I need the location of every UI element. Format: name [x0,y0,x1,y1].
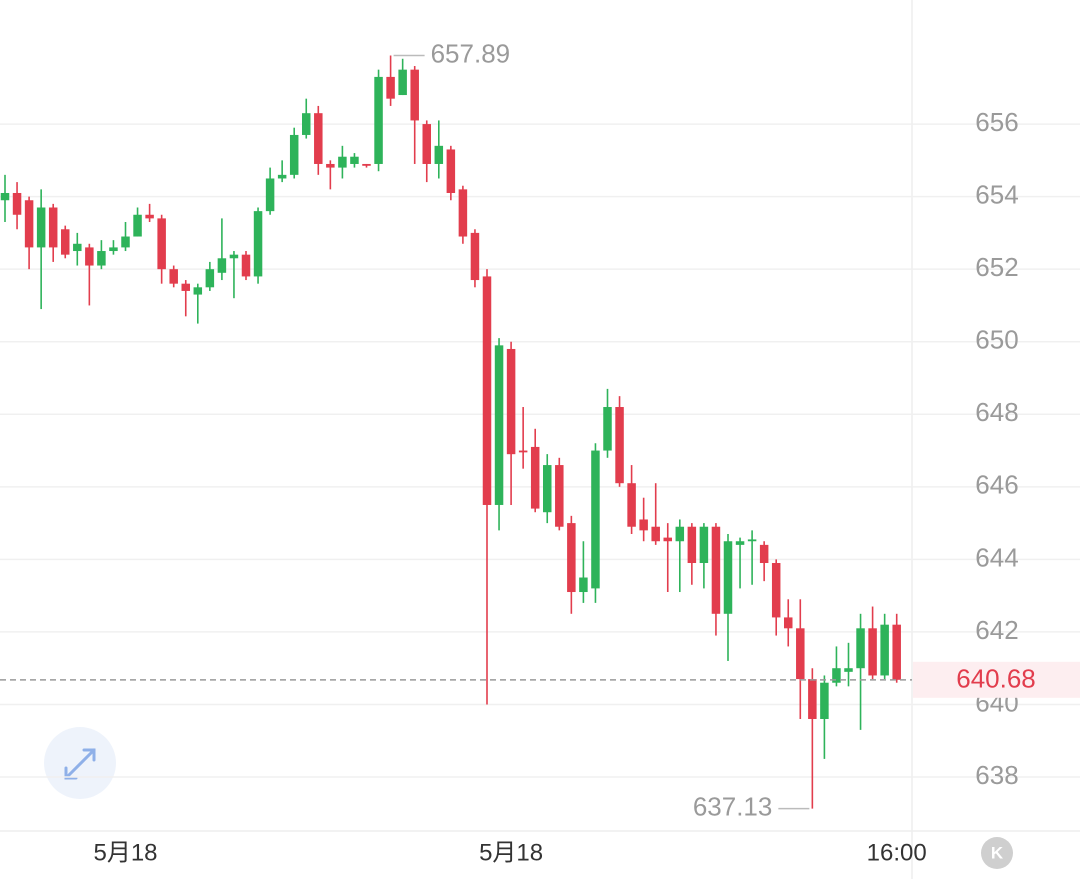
candle-body [422,124,431,164]
candle-body [796,628,805,680]
candle-body [121,236,130,248]
candle-body [374,76,383,164]
y-tick-label: 646 [975,470,1018,500]
y-tick-label: 650 [975,325,1018,355]
high-label: 657.89 [431,38,511,68]
candle-body [784,617,793,629]
candle-body [350,156,359,164]
candle-body [494,345,504,505]
y-tick-label: 642 [975,615,1018,645]
candle-body [434,145,444,164]
candle-body [868,628,877,676]
y-tick-label: 638 [975,760,1018,790]
candle-body [832,668,841,683]
candle-body [687,526,697,564]
candle-body [723,541,733,614]
candle-body [133,214,142,237]
candle-body [759,544,769,564]
kline-button[interactable]: K [981,837,1013,869]
y-tick-label: 656 [975,107,1018,137]
candle-body [241,254,251,277]
candle-body [12,192,22,215]
candle-body [253,211,263,277]
x-tick-label: 5月18 [479,839,543,866]
candle-body [506,348,516,455]
candle-body [24,200,34,248]
candle-body [36,207,46,248]
y-tick-label: 648 [975,397,1018,427]
candle-body [675,526,685,542]
candle-body [579,577,588,593]
candle-body [362,163,371,166]
candle-body [458,189,468,237]
candle-body [217,258,227,273]
candle-body [651,526,660,542]
candle-body [145,214,154,219]
candle-body [0,192,10,201]
x-tick-label: 5月18 [93,839,157,866]
candle-body [603,407,612,451]
candle-body [109,247,118,252]
candle-body [410,69,419,121]
candle-body [85,247,94,266]
candle-body [663,537,672,542]
candle-body [711,526,721,614]
candle-body [386,76,395,99]
candle-body [302,113,311,135]
candle-body [97,251,106,266]
kline-button-bg[interactable] [981,837,1013,869]
candle-body [157,218,166,270]
candle-body [747,539,757,542]
candle-body [446,149,456,193]
candle-body [193,287,203,295]
candle-body [844,668,853,672]
candle-body [181,283,190,291]
candle-body [615,407,624,484]
x-tick-label: 16:00 [867,839,927,866]
candle-body [856,628,865,669]
y-tick-label: 654 [975,179,1018,209]
candle-body [567,523,576,593]
candle-body [735,541,745,545]
last-price-label: 640.68 [956,664,1036,694]
candle-body [314,113,323,164]
candle-body [398,69,407,96]
candle-body [265,178,275,212]
candle-body [470,232,480,281]
candle-body [48,207,58,248]
expand-icon[interactable] [64,748,96,780]
candle-body [482,276,492,505]
candle-body [820,682,829,719]
candle-body [518,450,528,453]
candle-body [892,624,901,680]
candle-body [530,446,540,509]
candle-body [591,450,600,589]
candle-body [880,624,889,676]
candle-body [338,156,347,168]
candle-body [627,483,636,527]
candle-body [205,269,215,288]
last-price-bg [913,661,1080,698]
expand-button[interactable] [44,727,116,799]
y-tick-label: 644 [975,542,1018,572]
y-tick-label: 652 [975,252,1018,282]
candle-body [699,526,709,564]
candle-body [229,254,239,259]
candle-body [808,679,817,719]
candle-body [277,174,287,179]
candle-body [169,269,178,284]
candle-body [326,163,335,168]
candle-body [73,243,82,252]
candle-body [771,563,781,618]
candle-body [555,465,564,527]
low-label: 637.13 [693,791,773,821]
candle-body [289,134,299,175]
kline-button-label[interactable]: K [991,843,1004,862]
candle-body [543,465,552,513]
candle-body [61,229,70,255]
candle-body [639,519,648,531]
